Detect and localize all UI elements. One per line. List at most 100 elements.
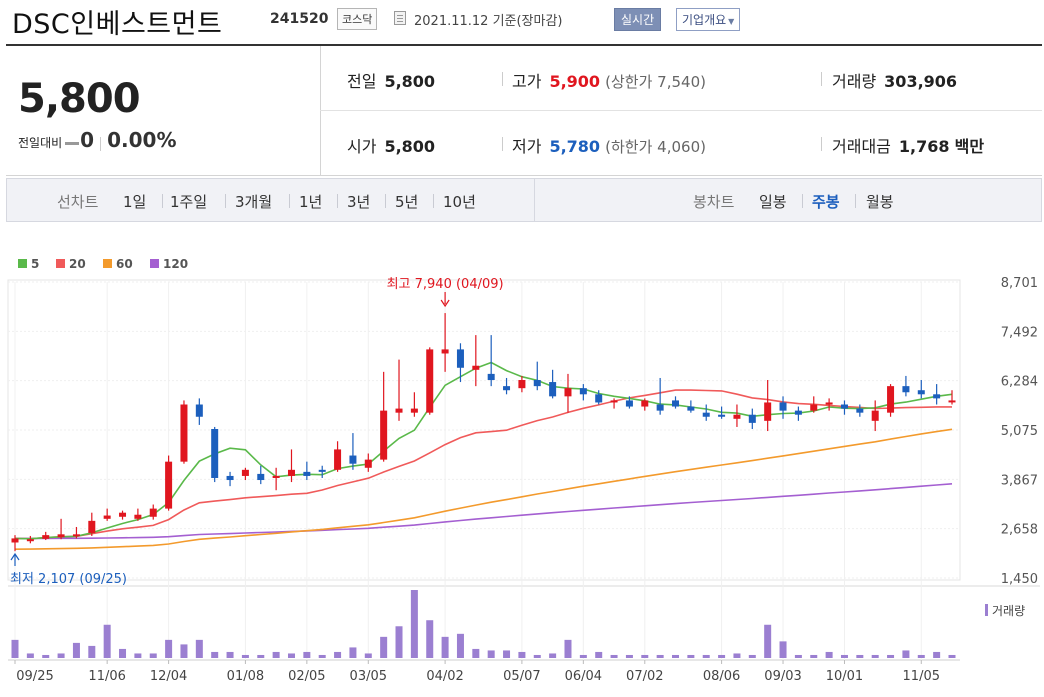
realtime-button[interactable]: 실시간: [614, 8, 662, 31]
volume-bar: [180, 644, 188, 658]
volume-bar: [840, 654, 848, 658]
volume-bar: [764, 624, 772, 658]
line-chart-label: 선차트: [57, 193, 99, 211]
flat-icon: [65, 142, 80, 145]
low-annotation: 최저 2,107 (09/25): [10, 572, 127, 587]
tab-monthly[interactable]: 월봉: [866, 193, 894, 211]
candle-body: [702, 412, 710, 417]
candle-body: [119, 512, 127, 517]
prev-value: 5,800: [384, 72, 436, 91]
divider: [821, 72, 822, 86]
candle-body: [917, 390, 925, 395]
ma-120-line: [15, 483, 953, 540]
candle-body: [349, 455, 357, 464]
tab-1w[interactable]: 1주일: [170, 193, 208, 211]
stock-header: DSC인베스트먼트 241520 코스닥 2021.11.12 기준(장마감) …: [0, 0, 1044, 40]
tab-1y[interactable]: 1년: [299, 193, 323, 211]
candle-body: [134, 514, 142, 519]
change-label: 전일대비: [18, 136, 63, 150]
divider: [100, 136, 102, 151]
x-tick-label: 05/07: [503, 669, 540, 684]
candle-body: [656, 404, 664, 411]
candle-body: [779, 402, 787, 411]
candle-body: [149, 508, 157, 517]
company-overview-label: 기업개요: [682, 13, 727, 27]
y-tick-label: 8,701: [1001, 276, 1038, 291]
volume-bar: [26, 653, 34, 658]
upper-limit: (상한가 7,540): [605, 73, 706, 91]
tab-5y[interactable]: 5년: [395, 193, 419, 211]
document-icon[interactable]: [394, 11, 406, 25]
volume-bar: [395, 626, 403, 658]
weekly-candle-chart: 8,701 7,492 6,284 5,075 3,867 2,658 1,450 09/25…: [7, 257, 1040, 684]
divider: [337, 194, 338, 208]
x-tick-label: 10/01: [826, 669, 863, 684]
volume-bar: [165, 639, 173, 658]
candle-body: [902, 386, 910, 393]
volume-bar: [334, 651, 342, 658]
candle-body: [810, 404, 818, 411]
tab-3y[interactable]: 3년: [347, 193, 371, 211]
candle-body: [933, 394, 941, 399]
volume-bar: [149, 653, 157, 658]
as-of-date: 2021.11.12 기준(장마감): [414, 14, 563, 29]
candle-body: [825, 402, 833, 405]
company-overview-dropdown[interactable]: 기업개요 ▼: [676, 8, 741, 31]
tab-weekly[interactable]: 주봉: [812, 193, 840, 211]
legend-swatch: [18, 259, 27, 268]
tab-10y[interactable]: 10년: [443, 193, 476, 211]
volume-bar: [518, 651, 526, 658]
chevron-down-icon: ▼: [728, 17, 735, 26]
candle-body: [11, 538, 19, 543]
high-arrow-head: [440, 299, 450, 308]
volume-bar: [380, 636, 388, 658]
current-price: 5,800: [18, 76, 141, 122]
volume-legend-swatch: [985, 604, 988, 616]
price-summary: 5,800 전일대비 0 0.00% 전일 5,800 고가 5,900 (상한가 7,…: [6, 46, 1042, 176]
candle-body: [226, 475, 234, 481]
volume-bar: [487, 650, 495, 658]
candle-body: [748, 414, 756, 423]
y-tick-label: 7,492: [1001, 325, 1038, 340]
x-tick-label: 09/03: [764, 669, 801, 684]
tab-3m[interactable]: 3개월: [235, 193, 273, 211]
tab-1d[interactable]: 1일: [123, 193, 147, 211]
divider: [534, 179, 535, 221]
candle-body: [456, 349, 464, 368]
candle-body: [595, 394, 603, 403]
volume-bar: [134, 653, 142, 658]
divider: [433, 194, 434, 208]
stock-code: 241520: [270, 11, 329, 27]
volume-bar: [549, 653, 557, 658]
tab-daily[interactable]: 일봉: [759, 193, 787, 211]
volume-bar: [456, 633, 464, 658]
candle-chart-label: 봉차트: [693, 193, 735, 211]
candle-body: [257, 473, 265, 481]
volume-bar: [11, 639, 19, 658]
open-price: 시가 5,800: [347, 133, 435, 157]
legend-swatch: [56, 259, 65, 268]
divider: [821, 137, 822, 151]
volume-bar: [641, 654, 649, 658]
volume-bar: [733, 653, 741, 658]
volume-bar: [42, 654, 50, 658]
candle-body: [564, 388, 572, 397]
volume-bar: [917, 654, 925, 658]
candle-body: [472, 365, 480, 370]
lower-limit: (하한가 4,060): [605, 138, 706, 156]
x-tick-label: 09/25: [16, 669, 53, 684]
x-tick-label: 02/05: [288, 669, 325, 684]
candle-body: [287, 469, 295, 476]
low-price: 저가 5,780 (하한가 4,060): [512, 133, 706, 157]
candle-body: [195, 404, 203, 417]
candle-body: [856, 408, 864, 413]
candle-body: [318, 469, 326, 472]
candle-body: [57, 534, 65, 538]
ma-20-line: [14, 389, 952, 540]
legend-swatch: [150, 259, 159, 268]
candle-body: [549, 382, 557, 397]
candle-body: [887, 386, 895, 413]
candle-body: [303, 471, 311, 476]
volume-bar: [226, 651, 234, 658]
divider: [502, 137, 503, 151]
